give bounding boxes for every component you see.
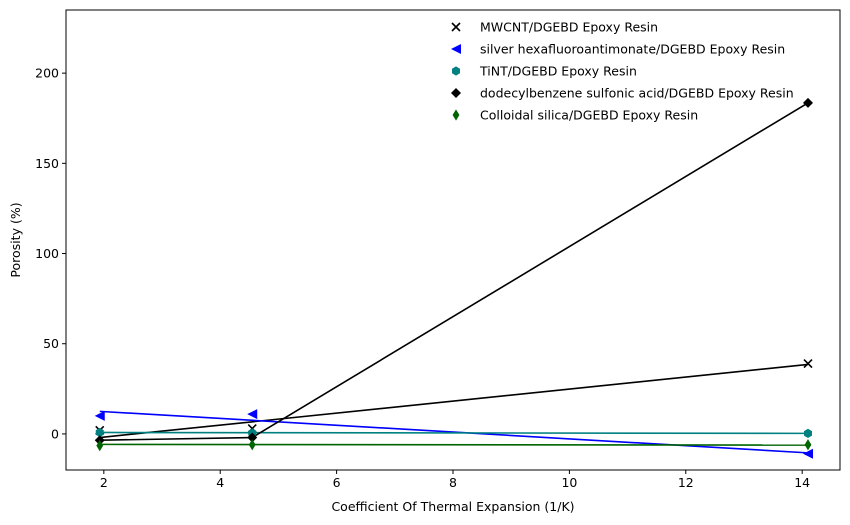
x-tick-label: 14 [794, 475, 810, 490]
legend-label-series-3: TiNT/DGEBD Epoxy Resin [479, 64, 637, 79]
x-tick-label: 4 [216, 475, 224, 490]
legend-marker-series-3 [452, 66, 460, 76]
data-point-series-3 [95, 427, 104, 438]
legend-label-series-1: MWCNT/DGEBD Epoxy Resin [480, 20, 658, 35]
data-point-series-1 [803, 359, 813, 369]
fit-line-series-4 [251, 102, 809, 439]
legend-marker-series-1 [451, 22, 461, 32]
x-tick-label: 6 [333, 475, 341, 490]
data-point-series-5 [248, 439, 256, 451]
y-tick-label: 100 [35, 246, 59, 261]
legend-marker-series-2 [451, 44, 461, 54]
fit-line-series-4 [99, 436, 253, 442]
legend-label-series-4: dodecylbenzene sulfonic acid/DGEBD Epoxy… [480, 86, 794, 101]
data-points [94, 97, 813, 459]
y-tick-label: 200 [35, 66, 59, 81]
data-point-series-2 [802, 448, 813, 459]
data-point-series-2 [94, 410, 105, 421]
x-axis-label: Coefficient Of Thermal Expansion (1/K) [331, 499, 574, 514]
legend-marker-series-4 [451, 88, 461, 98]
fit-lines [99, 102, 809, 454]
data-point-series-5 [96, 440, 104, 452]
data-point-series-2 [247, 409, 258, 420]
y-tick-label: 50 [43, 336, 59, 351]
legend-label-series-5: Colloidal silica/DGEBD Epoxy Resin [480, 108, 698, 123]
x-axis-ticks: 2 4 6 8 10 12 14 [100, 470, 810, 490]
legend: MWCNT/DGEBD Epoxy Resin silver hexafluoro… [451, 20, 794, 123]
x-tick-label: 10 [561, 475, 577, 490]
y-axis-label: Porosity (%) [8, 202, 23, 277]
data-point-series-5 [804, 439, 812, 451]
fit-line-series-1 [99, 363, 809, 439]
data-point-series-4 [802, 97, 813, 108]
fit-line-series-5 [99, 443, 808, 446]
fit-line-series-3 [99, 431, 808, 435]
x-tick-label: 12 [678, 475, 694, 490]
y-tick-label: 150 [35, 156, 59, 171]
data-point-series-4 [247, 432, 258, 443]
x-tick-label: 2 [100, 475, 108, 490]
y-axis-ticks: 0 50 100 150 200 [35, 66, 66, 441]
data-point-series-3 [804, 428, 812, 438]
fit-line-series-2 [99, 410, 809, 454]
legend-label-series-2: silver hexafluoroantimonate/DGEBD Epoxy … [480, 42, 785, 57]
y-tick-label: 0 [51, 426, 59, 441]
legend-marker-series-5 [452, 109, 460, 121]
x-tick-label: 8 [449, 475, 457, 490]
